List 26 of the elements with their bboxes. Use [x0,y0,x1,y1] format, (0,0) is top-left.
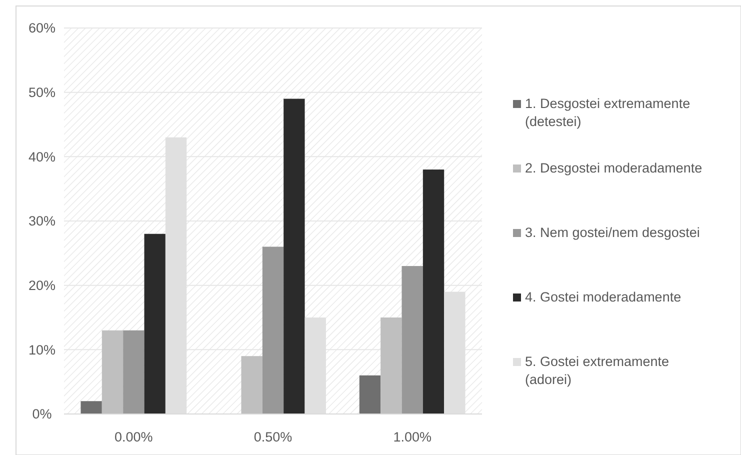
bar [80,401,102,414]
bar [241,356,262,414]
x-tick-label: 0.00% [114,430,153,445]
bar [123,330,144,414]
bar [102,330,124,414]
bar [359,375,381,414]
y-tick-label: 40% [28,149,56,164]
legend-label: 1. Desgostei extremamente (detestei) [525,96,690,129]
bar [422,170,444,414]
y-tick-label: 0% [32,406,52,422]
y-tick-label: 50% [28,85,56,100]
x-tick-label: 1.00% [393,430,432,445]
bar [402,266,423,414]
bar [380,318,402,414]
legend-label: 3. Nem gostei/nem desgostei [525,225,700,240]
y-tick-label: 30% [28,214,56,229]
y-tick-label: 10% [28,342,56,358]
y-tick-label: 20% [28,278,56,294]
bar [284,98,305,414]
x-tick-label: 0.50% [254,430,292,445]
y-tick-label: 60% [28,20,56,36]
bar [144,234,166,414]
legend-label: 5. Gostei extremamente (adorei) [525,354,670,387]
legend-label: 4. Gostei moderadamente [525,290,682,304]
legend-label: 2. Desgostei moderadamente [525,160,702,176]
bar [262,246,284,414]
